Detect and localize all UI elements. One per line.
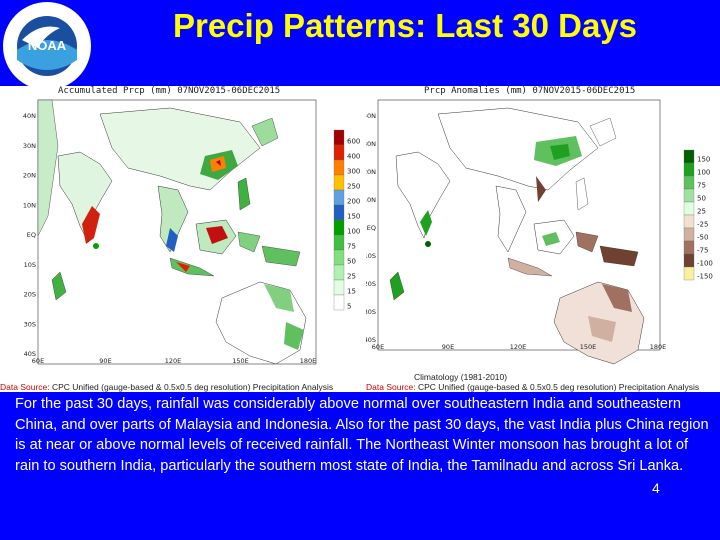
- source-text: CPC Unified (gauge-based & 0.5x0.5 deg r…: [49, 382, 334, 392]
- accumulated-legend-swatch: [333, 204, 345, 221]
- accumulated-legend-swatch: [333, 144, 345, 161]
- anomaly-legend-label: -150: [697, 273, 713, 281]
- accumulated-legend-label: 600: [347, 138, 360, 146]
- slide-body-text: For the past 30 days, rainfall was consi…: [15, 396, 709, 474]
- accumulated-lat-tick: EQ: [27, 231, 36, 239]
- anomaly-legend-label: 150: [697, 156, 710, 164]
- accumulated-legend-swatch: [333, 129, 345, 146]
- anomaly-legend-label: 25: [697, 208, 706, 216]
- anomaly-lat-tick: 10S: [366, 252, 376, 260]
- accumulated-legend-label: 200: [347, 198, 360, 206]
- anomaly-legend-swatch: [683, 266, 695, 281]
- anomaly-lat-tick: 40S: [366, 336, 376, 344]
- anomaly-lat-tick: 20S: [366, 280, 376, 288]
- slide-title: Precip Patterns: Last 30 Days: [172, 7, 638, 44]
- accumulated-legend-swatch: [333, 189, 345, 206]
- accumulated-legend-label: 100: [347, 228, 360, 236]
- anomaly-legend-swatch: [683, 214, 695, 229]
- anomaly-lon-tick: 180E: [650, 343, 667, 351]
- anomaly-lat-tick: EQ: [367, 224, 376, 232]
- noaa-logo: NOAA: [0, 0, 95, 92]
- anomaly-lon-tick: 60E: [372, 343, 384, 351]
- anomaly-map-climatology: Climatology (1981-2010): [414, 372, 508, 382]
- anomaly-legend-swatch: [683, 188, 695, 203]
- accumulated-lon-tick: 60E: [32, 357, 44, 365]
- accumulated-legend-label: 400: [347, 153, 360, 161]
- anomaly-lon-tick: 90E: [442, 343, 454, 351]
- map-strip: 40N 30N 20N 10N EQ 10S 20S 30S 40S 60E 90E 120E 150…: [0, 86, 720, 392]
- anomaly-lon-tick: 150E: [580, 343, 597, 351]
- anomaly-lat-tick: 40N: [366, 112, 376, 120]
- accumulated-legend-swatch: [333, 294, 345, 311]
- accumulated-lat-tick: 30S: [24, 320, 36, 328]
- anomaly-legend-label: -25: [697, 221, 708, 229]
- anomaly-legend-swatch: [683, 227, 695, 242]
- anomaly-legend-label: 75: [697, 182, 706, 190]
- source-label: Data Source:: [0, 382, 50, 392]
- accumulated-legend-label: 300: [347, 168, 360, 176]
- accumulated-lat-tick: 10S: [24, 261, 36, 269]
- accumulated-legend-swatch: [333, 279, 345, 296]
- accumulated-lat-tick: 20S: [24, 291, 36, 299]
- accumulated-legend-label: 5: [347, 303, 351, 311]
- accumulated-lat-tick: 10N: [23, 201, 36, 209]
- anomaly-map-title: Prcp Anomalies (mm) 07NOV2015-06DEC2015: [424, 86, 636, 96]
- anomaly-lat-tick: 20N: [366, 168, 376, 176]
- accumulated-lat-tick: 40S: [24, 350, 36, 358]
- anomaly-legend-label: -100: [697, 260, 713, 268]
- anomaly-legend-swatch: [683, 149, 695, 164]
- accumulated-lat-tick: 20N: [23, 172, 36, 180]
- accumulated-lon-tick: 120E: [165, 357, 182, 365]
- accumulated-legend-label: 75: [347, 243, 356, 251]
- accumulated-legend-swatch: [333, 234, 345, 251]
- anomaly-legend-swatch: [683, 162, 695, 177]
- accumulated-legend-label: 25: [347, 273, 356, 281]
- accumulated-lon-tick: 150E: [232, 357, 249, 365]
- accumulated-legend-swatch: [333, 174, 345, 191]
- anomaly-lat-tick: 30N: [366, 140, 376, 148]
- accumulated-map-title: Accumulated Prcp (mm) 07NOV2015-06DEC201…: [58, 86, 281, 96]
- accumulated-legend-swatch: [333, 159, 345, 176]
- accumulated-legend-label: 150: [347, 213, 360, 221]
- noaa-logo-mark: NOAA: [28, 38, 67, 53]
- accumulated-legend-label: 50: [347, 258, 356, 266]
- anomaly-legend-label: -75: [697, 247, 708, 255]
- precip-anomaly-map: 40N 30N 20N 10N EQ 10S 20S 30S 40S 60E 90E 120E 150…: [366, 86, 720, 392]
- anomaly-legend-label: 50: [697, 195, 706, 203]
- accumulated-legend-swatch: [333, 249, 345, 266]
- accumulated-legend-swatch: [333, 219, 345, 236]
- accumulated-lon-tick: 180E: [300, 357, 317, 365]
- anomaly-legend-label: -50: [697, 234, 708, 242]
- anomaly-legend-swatch: [683, 175, 695, 190]
- page-number: 4: [652, 480, 660, 496]
- accumulated-map-source: Data Source: CPC Unified (gauge-based & …: [0, 382, 333, 392]
- anomaly-lat-tick: 10N: [366, 196, 376, 204]
- accumulated-precip-map: 40N 30N 20N 10N EQ 10S 20S 30S 40S 60E 90E 120E 150…: [0, 86, 360, 392]
- anomaly-lon-tick: 120E: [510, 343, 527, 351]
- accumulated-legend-swatch: [333, 264, 345, 281]
- anomaly-legend-label: 100: [697, 169, 710, 177]
- anomaly-legend-swatch: [683, 253, 695, 268]
- source-text: CPC Unified (gauge-based & 0.5x0.5 deg r…: [415, 382, 700, 392]
- accumulated-legend-label: 15: [347, 288, 356, 296]
- anomaly-lat-tick: 30S: [366, 308, 376, 316]
- anomaly-legend-swatch: [683, 201, 695, 216]
- accumulated-lat-tick: 40N: [23, 112, 36, 120]
- anomaly-legend-swatch: [683, 240, 695, 255]
- accumulated-legend-label: 250: [347, 183, 360, 191]
- accumulated-lat-tick: 30N: [23, 142, 36, 150]
- source-label: Data Source:: [366, 382, 416, 392]
- accumulated-lon-tick: 90E: [99, 357, 111, 365]
- anomaly-map-source: Data Source: CPC Unified (gauge-based & …: [366, 382, 699, 392]
